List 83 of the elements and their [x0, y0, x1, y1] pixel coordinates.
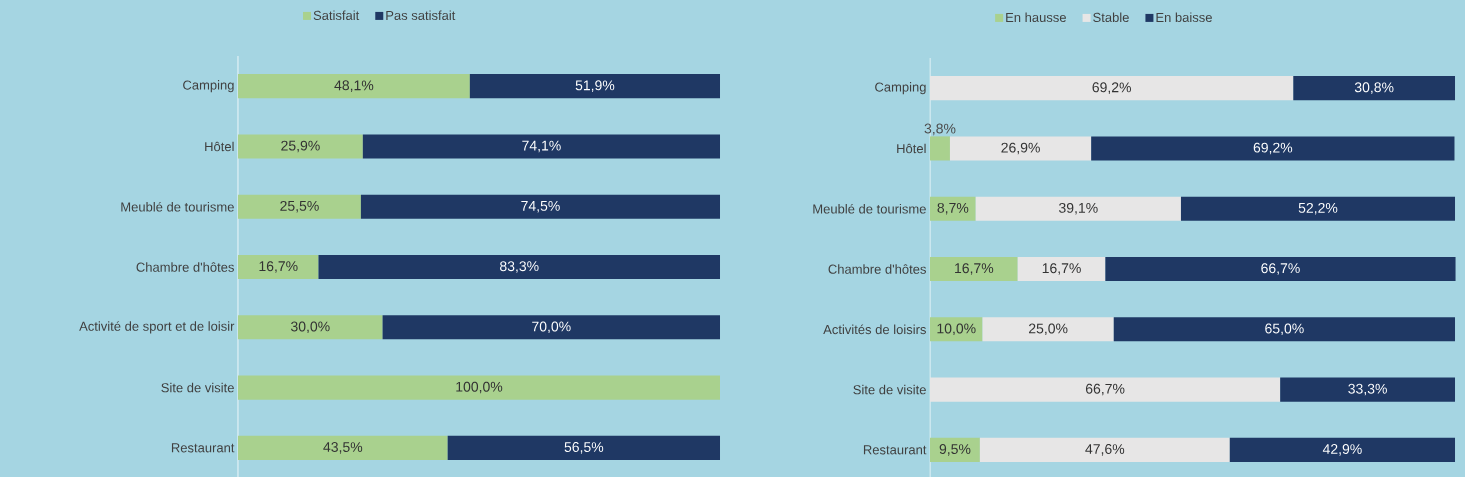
data-label: 30,8%: [1354, 82, 1394, 94]
bar: [975, 196, 1181, 221]
data-label: 39,1%: [1059, 202, 1098, 215]
bar: [238, 134, 363, 159]
bar: [930, 256, 1018, 282]
bar: [930, 437, 980, 462]
y-tick-label: Activité de sport et de loisir: [79, 321, 235, 334]
data-label: 52,2%: [1298, 202, 1338, 215]
bar: [362, 134, 720, 159]
y-tick-label: Site de visite: [853, 384, 926, 395]
y-tick-label: Chambre d'hôtes: [136, 262, 234, 272]
data-label: 26,9%: [1001, 142, 1040, 155]
data-label: 74,5%: [521, 200, 560, 213]
bar: [238, 74, 470, 99]
bar: [979, 437, 1230, 462]
y-tick-label: Restaurant: [863, 445, 927, 455]
y-tick-label: Restaurant: [171, 443, 235, 453]
data-label: 69,2%: [1092, 82, 1132, 94]
legend-label: Pas satisfait: [386, 10, 456, 21]
bar: [1293, 76, 1456, 101]
bar: [1113, 317, 1456, 342]
bar: [930, 196, 976, 221]
data-label: 70,0%: [532, 321, 571, 334]
bar: [930, 76, 1294, 101]
data-label: 74,1%: [522, 140, 561, 153]
bar: [982, 317, 1114, 342]
data-label: 66,7%: [1261, 263, 1300, 275]
data-label: 47,6%: [1085, 444, 1125, 456]
bar: [1180, 196, 1456, 221]
data-label: 51,9%: [575, 80, 615, 92]
y-tick-label: Camping: [183, 80, 234, 93]
bar: [1017, 256, 1106, 282]
data-label: 8,7%: [937, 202, 969, 215]
bar: [1229, 437, 1456, 462]
bar: [469, 74, 720, 99]
data-label: 25,9%: [281, 140, 320, 153]
bar: [949, 136, 1092, 161]
bar: [447, 435, 720, 460]
data-label: 43,5%: [323, 442, 363, 454]
data-label: 30,0%: [290, 321, 330, 334]
y-tick-label: Site de visite: [161, 382, 234, 393]
data-label: 42,9%: [1322, 444, 1362, 456]
bar: [930, 136, 950, 161]
data-label: 25,0%: [1028, 323, 1068, 336]
data-label: 16,7%: [259, 261, 298, 273]
bar: [238, 194, 361, 219]
data-label: 25,5%: [280, 200, 319, 213]
bar: [238, 435, 448, 460]
y-tick-label: Hôtel: [205, 141, 234, 152]
bar: [930, 317, 983, 342]
bar: [238, 315, 383, 340]
y-tick-label: Chambre d'hôtes: [828, 264, 926, 274]
data-label: 69,2%: [1253, 142, 1293, 155]
y-tick-label: Meublé de tourisme: [121, 201, 234, 212]
bar: [318, 254, 720, 280]
data-label: 100,0%: [456, 381, 503, 394]
data-label: 16,7%: [1042, 263, 1081, 275]
data-label: 66,7%: [1085, 383, 1125, 396]
data-label: 33,3%: [1348, 383, 1387, 396]
legend-label: Stable: [1093, 12, 1129, 23]
y-tick-label: Meublé de tourisme: [813, 203, 926, 214]
data-label: 48,1%: [334, 80, 374, 92]
data-label: 3,8%: [924, 123, 956, 136]
bar: [382, 315, 720, 340]
bar: [238, 254, 319, 280]
legend-label: En baisse: [1156, 12, 1212, 23]
data-label: 16,7%: [955, 263, 994, 275]
y-tick-label: Hôtel: [897, 143, 926, 154]
data-label: 83,3%: [500, 261, 539, 273]
bar: [1091, 136, 1455, 161]
y-tick-label: Activités de loisirs: [823, 324, 926, 335]
y-tick-label: Camping: [875, 82, 926, 95]
data-label: 10,0%: [937, 323, 976, 336]
bar: [1105, 256, 1456, 282]
bar: [1280, 377, 1456, 402]
bar: [930, 377, 1281, 402]
bar: [360, 194, 720, 219]
legend-label: En hausse: [1006, 12, 1066, 23]
bar: [238, 375, 720, 400]
legend-label: Satisfait: [313, 10, 360, 21]
data-label: 56,5%: [564, 442, 604, 454]
data-label: 65,0%: [1265, 323, 1304, 336]
data-label: 9,5%: [939, 444, 971, 456]
